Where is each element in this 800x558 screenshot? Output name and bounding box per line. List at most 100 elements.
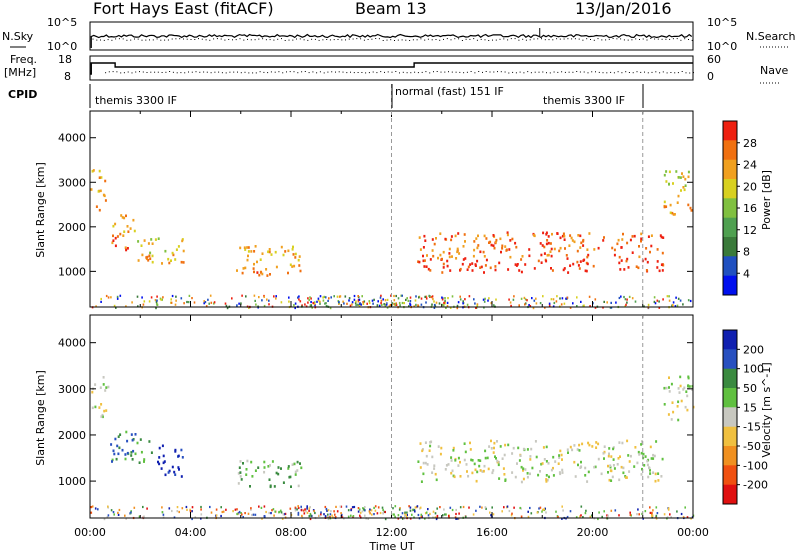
nave-point xyxy=(640,71,642,73)
colorbar-swatch xyxy=(723,388,737,408)
noise-cell xyxy=(399,304,401,307)
nave-point xyxy=(651,71,653,73)
noise-cell xyxy=(116,297,119,300)
scatter-cell xyxy=(597,457,600,461)
scatter-cell xyxy=(181,456,184,459)
scatter-cell xyxy=(653,454,656,458)
noise-cell xyxy=(95,305,97,308)
noise-cell xyxy=(178,510,180,514)
nsearch-point xyxy=(424,39,426,41)
scatter-cell xyxy=(687,384,690,387)
noise-cell xyxy=(270,512,272,515)
nave-tick-bottom: 0 xyxy=(707,70,714,83)
noise-cell xyxy=(369,512,371,515)
nsearch-point xyxy=(454,38,456,40)
noise-cell xyxy=(526,299,528,302)
nave-point xyxy=(293,71,295,73)
noise-cell xyxy=(487,299,489,302)
scatter-cell xyxy=(571,239,574,242)
noise-cell xyxy=(234,508,237,511)
scatter-cell xyxy=(677,418,680,422)
scatter-cell xyxy=(608,452,610,456)
noise-cell xyxy=(406,511,408,514)
noise-cell xyxy=(297,506,300,510)
scatter-cell xyxy=(158,456,161,459)
noise-cell xyxy=(90,506,93,509)
noise-cell xyxy=(357,507,360,510)
noise-cell xyxy=(411,513,413,516)
noise-cell xyxy=(185,505,188,509)
noise-cell xyxy=(651,511,653,514)
scatter-cell xyxy=(587,441,590,445)
noise-cell xyxy=(225,304,228,307)
nsearch-point xyxy=(507,39,509,41)
scatter-cell xyxy=(450,459,453,462)
scatter-cell xyxy=(540,253,543,257)
noise-cell xyxy=(317,299,320,302)
noise-cell xyxy=(449,506,452,509)
noise-cell xyxy=(414,510,416,513)
scatter-cell xyxy=(280,245,283,249)
nave-point xyxy=(500,71,502,73)
scatter-cell xyxy=(494,265,497,268)
scatter-cell xyxy=(558,454,561,457)
scatter-cell xyxy=(504,479,507,482)
nsearch-point xyxy=(405,39,407,41)
noise-cell xyxy=(364,506,366,509)
noise-cell xyxy=(304,508,306,511)
scatter-cell xyxy=(297,484,300,488)
scatter-cell xyxy=(157,237,160,240)
noise-cell xyxy=(674,305,677,308)
noise-cell xyxy=(232,510,234,513)
nave-point xyxy=(478,71,480,72)
scatter-cell xyxy=(579,246,582,249)
scatter-cell xyxy=(147,242,150,245)
noise-cell xyxy=(641,512,643,515)
colorbar-tick-label: -15 xyxy=(743,421,761,434)
scatter-cell xyxy=(561,234,564,238)
scatter-cell xyxy=(528,248,531,251)
noise-cell xyxy=(160,298,162,301)
noise-cell xyxy=(429,295,431,298)
nave-point xyxy=(312,71,314,73)
scatter-cell xyxy=(485,237,488,240)
scatter-cell xyxy=(687,375,690,379)
noise-cell xyxy=(464,298,466,301)
noise-cell xyxy=(380,299,383,302)
nsearch-point xyxy=(363,39,365,41)
noise-cell xyxy=(325,302,327,305)
noise-cell xyxy=(433,300,435,303)
scatter-cell xyxy=(483,271,485,274)
noise-cell xyxy=(394,515,396,518)
noise-cell xyxy=(280,509,282,512)
nave-point xyxy=(414,71,416,73)
noise-cell xyxy=(186,300,188,304)
scatter-cell xyxy=(298,264,301,267)
noise-cell xyxy=(254,299,256,302)
noise-cell xyxy=(552,298,555,301)
scatter-cell xyxy=(652,453,655,457)
noise-cell xyxy=(298,295,300,298)
scatter-cell xyxy=(543,252,546,255)
noise-cell xyxy=(391,302,394,305)
freq-label: Freq. xyxy=(10,53,37,66)
scatter-cell xyxy=(258,273,261,277)
scatter-cell xyxy=(539,242,542,245)
nsearch-point xyxy=(100,39,101,41)
scatter-cell xyxy=(514,241,517,245)
nsearch-point xyxy=(247,38,248,40)
scatter-cell xyxy=(687,170,690,174)
scatter-cell xyxy=(126,225,129,228)
scatter-cell xyxy=(620,246,623,249)
nave-point xyxy=(252,72,254,74)
scatter-cell xyxy=(277,466,280,469)
noise-cell xyxy=(373,298,375,301)
nsearch-point xyxy=(190,39,192,40)
nsearch-point xyxy=(284,40,286,41)
noise-cell xyxy=(427,514,430,517)
nave-point xyxy=(319,71,321,73)
noise-cell xyxy=(488,297,490,300)
noise-cell xyxy=(623,295,625,299)
scatter-cell xyxy=(483,234,486,238)
noise-cell xyxy=(492,513,495,516)
